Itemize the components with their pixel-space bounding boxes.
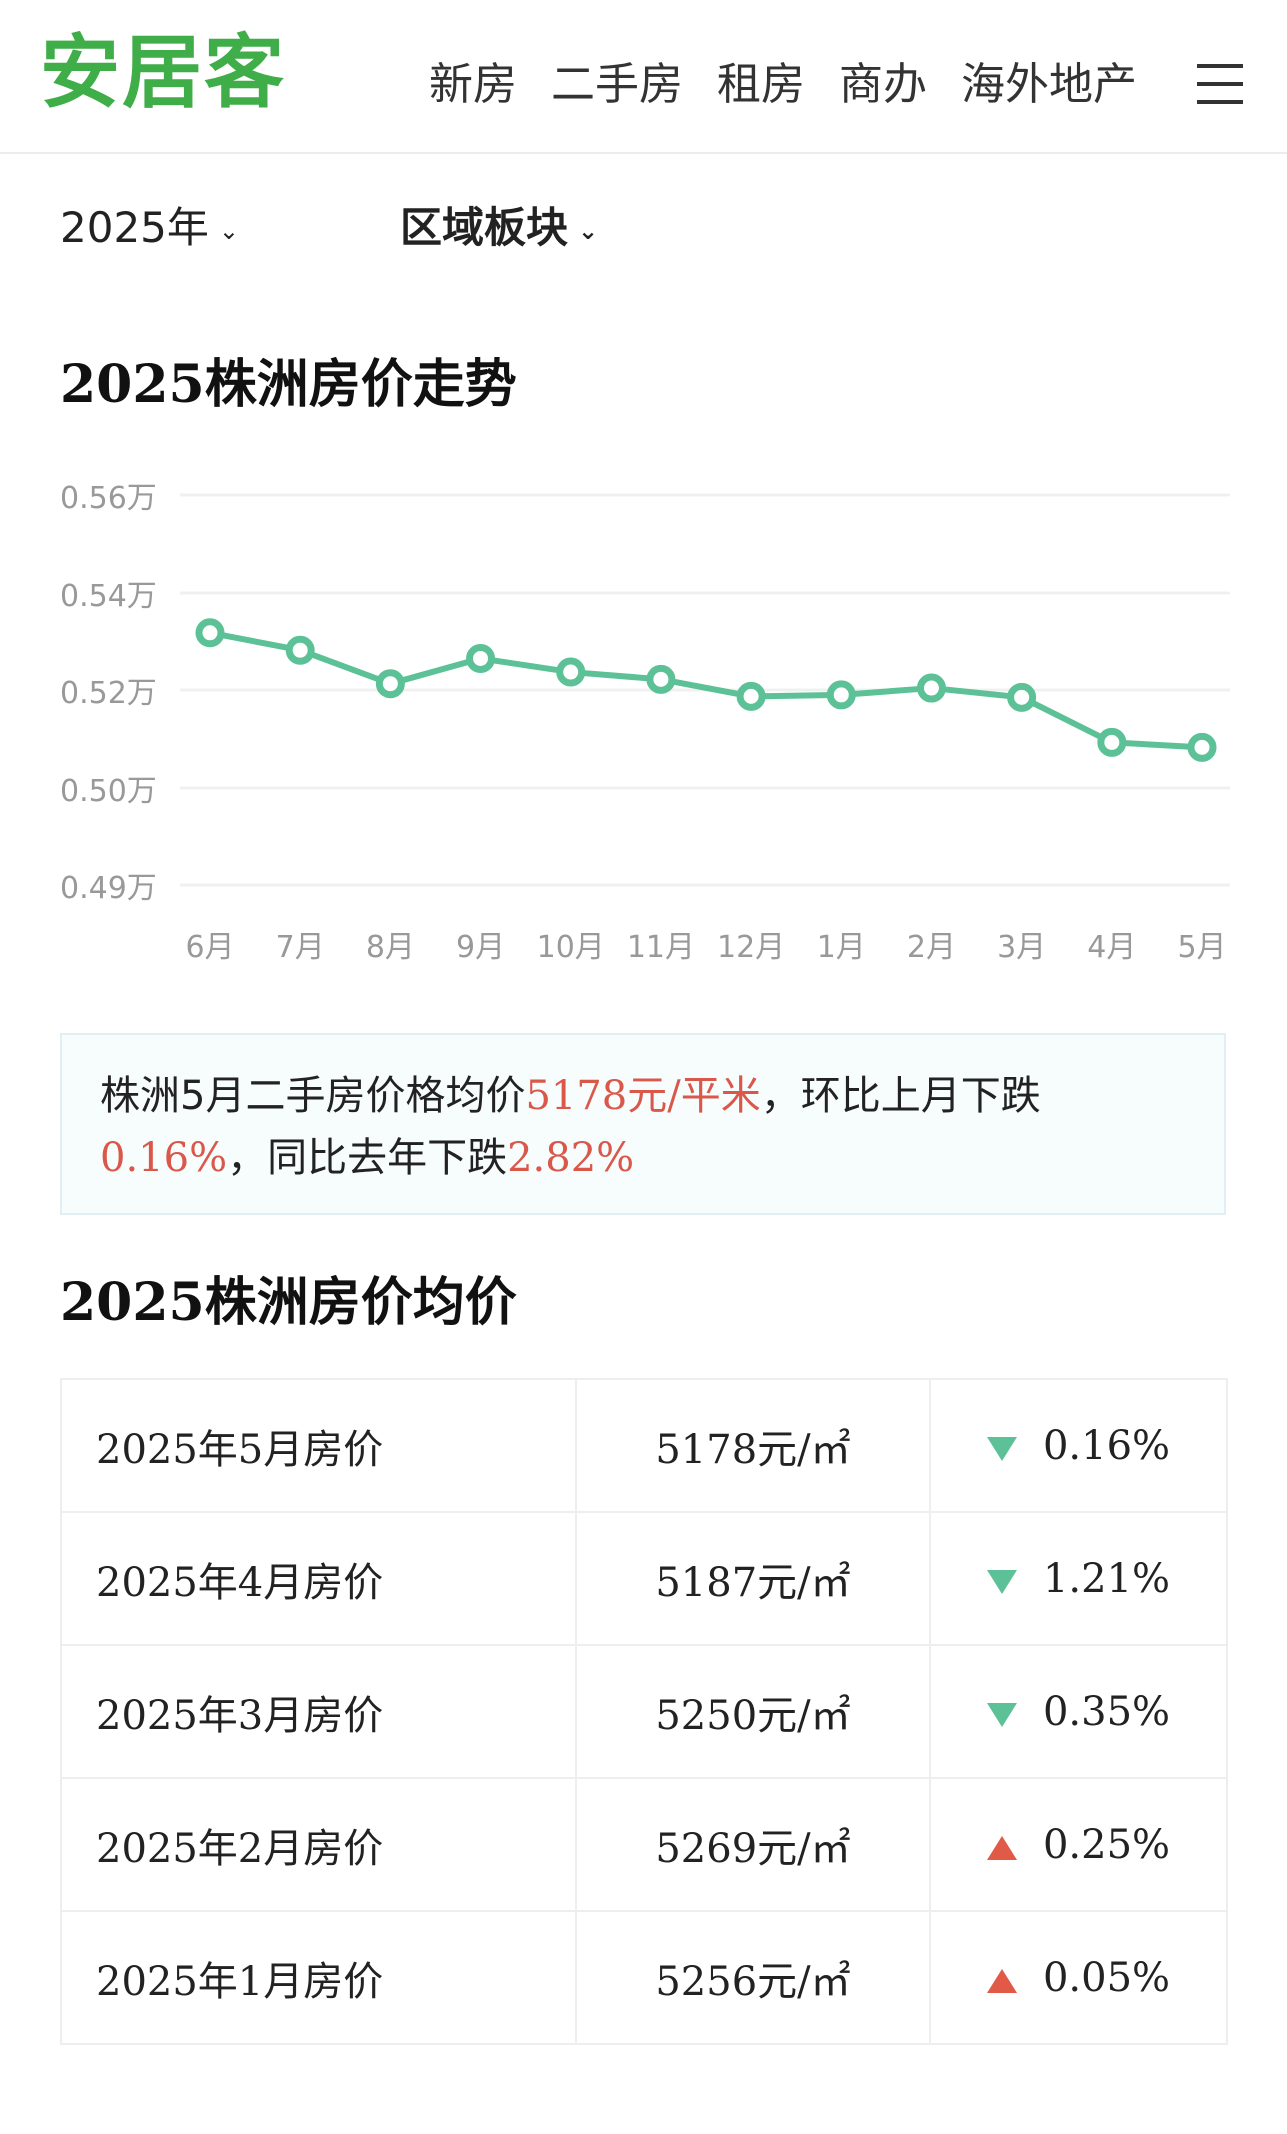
x-tick-label: 1月 <box>817 930 866 965</box>
x-tick-label: 12月 <box>717 930 785 965</box>
table-row: 2025年2月房价 5269元/㎡ 0.25% <box>60 1777 1228 1912</box>
summary-part3: ，同比去年下跌 <box>227 1135 508 1181</box>
data-point <box>646 664 676 694</box>
hamburger-menu-icon[interactable] <box>1197 64 1243 106</box>
summary-part2: ，环比上月下跌 <box>760 1073 1041 1119</box>
x-tick-label: 4月 <box>1087 930 1136 965</box>
x-tick-label: 5月 <box>1177 930 1226 965</box>
trend-title: 2025株洲房价走势 <box>60 354 517 415</box>
year-filter-label: 2025年 <box>60 203 209 252</box>
main-nav: 新房 二手房 租房 商办 海外地产 <box>395 55 1137 115</box>
row-price: 5178元/㎡ <box>575 1378 931 1513</box>
row-change-cell: 0.05% <box>929 1910 1228 2045</box>
arrow-down-icon <box>986 1569 1017 1594</box>
data-point <box>466 643 496 673</box>
chevron-down-icon: ⌄ <box>578 216 599 245</box>
data-point <box>916 673 946 703</box>
summary-yoy: 2.82% <box>507 1135 635 1181</box>
region-filter-label: 区域板块 <box>400 203 569 252</box>
table-row: 2025年3月房价 5250元/㎡ 0.35% <box>60 1644 1228 1779</box>
avg-title: 2025株洲房价均价 <box>60 1272 517 1333</box>
x-tick-label: 6月 <box>185 930 234 965</box>
row-change-cell: 0.35% <box>929 1644 1228 1779</box>
arrow-down-icon <box>986 1436 1017 1461</box>
row-price: 5269元/㎡ <box>575 1777 931 1912</box>
summary-text: 株洲5月二手房价格均价5178元/平米，环比上月下跌 0.16%，同比去年下跌2.… <box>100 1065 1150 1189</box>
summary-price: 5178元/平米 <box>525 1073 761 1119</box>
table-row: 2025年1月房价 5256元/㎡ 0.05% <box>60 1910 1228 2045</box>
arrow-up-icon <box>986 1835 1017 1860</box>
row-change-cell: 0.25% <box>929 1777 1228 1912</box>
data-point <box>826 680 856 710</box>
y-tick-label: 0.54万 <box>60 579 157 614</box>
nav-new-homes[interactable]: 新房 <box>429 59 517 110</box>
data-point <box>1187 732 1217 762</box>
row-label: 2025年4月房价 <box>60 1511 577 1646</box>
x-tick-label: 11月 <box>627 930 695 965</box>
x-tick-label: 7月 <box>276 930 325 965</box>
x-tick-label: 8月 <box>366 930 415 965</box>
y-tick-label: 0.56万 <box>60 481 157 516</box>
row-label: 2025年1月房价 <box>60 1910 577 2045</box>
x-tick-label: 3月 <box>997 930 1046 965</box>
row-change: 0.35% <box>1042 1688 1171 1735</box>
price-trend-chart: 0.49万 0.50万 0.52万 0.54万 0.56万 6月 7月 8月 9月 10月 11月 1… <box>60 481 1230 965</box>
data-point <box>556 657 586 687</box>
table-row: 2025年4月房价 5187元/㎡ 1.21% <box>60 1511 1228 1646</box>
chevron-down-icon: ⌄ <box>218 216 239 245</box>
data-point <box>736 681 766 711</box>
x-tick-label: 9月 <box>456 930 505 965</box>
nav-commercial[interactable]: 商办 <box>839 59 927 110</box>
data-point <box>1097 727 1127 757</box>
region-filter-dropdown[interactable]: 区域板块 ⌄ <box>400 200 598 259</box>
x-tick-label: 2月 <box>907 930 956 965</box>
y-tick-label: 0.52万 <box>60 676 157 711</box>
row-price: 5250元/㎡ <box>575 1644 931 1779</box>
x-tick-label: 10月 <box>537 930 605 965</box>
row-label: 2025年2月房价 <box>60 1777 577 1912</box>
y-tick-label: 0.50万 <box>60 774 157 809</box>
summary-part1: 株洲5月二手房价格均价 <box>100 1073 526 1119</box>
anjuke-logo[interactable]: 安居客 <box>40 26 286 119</box>
row-change: 0.16% <box>1042 1422 1171 1469</box>
data-point <box>195 618 225 648</box>
arrow-down-icon <box>986 1702 1017 1727</box>
y-tick-label: 0.49万 <box>60 871 157 906</box>
price-table: 2025年5月房价 5178元/㎡ 0.16% 2025年4月房价 5187元/… <box>60 1378 1228 2045</box>
row-change: 0.25% <box>1042 1821 1171 1868</box>
arrow-up-icon <box>986 1968 1017 1993</box>
site-header: 安居客 新房 二手房 租房 商办 海外地产 <box>0 0 1287 154</box>
row-label: 2025年3月房价 <box>60 1644 577 1779</box>
year-filter-dropdown[interactable]: 2025年 ⌄ <box>60 200 239 259</box>
nav-overseas[interactable]: 海外地产 <box>961 59 1137 110</box>
data-point <box>1007 682 1037 712</box>
table-row: 2025年5月房价 5178元/㎡ 0.16% <box>60 1378 1228 1513</box>
data-point <box>375 669 405 699</box>
row-price: 5187元/㎡ <box>575 1511 931 1646</box>
row-label: 2025年5月房价 <box>60 1378 577 1513</box>
row-change-cell: 0.16% <box>929 1378 1228 1513</box>
row-change: 0.05% <box>1042 1954 1171 2001</box>
summary-mom: 0.16% <box>100 1135 228 1181</box>
row-change: 1.21% <box>1042 1555 1171 1602</box>
data-point <box>285 635 315 665</box>
series-line <box>207 629 1205 751</box>
nav-rent[interactable]: 租房 <box>717 59 805 110</box>
row-price: 5256元/㎡ <box>575 1910 931 2045</box>
price-summary-box: 株洲5月二手房价格均价5178元/平米，环比上月下跌 0.16%，同比去年下跌2.… <box>60 1033 1226 1215</box>
nav-second-hand[interactable]: 二手房 <box>551 59 683 110</box>
row-change-cell: 1.21% <box>929 1511 1228 1646</box>
